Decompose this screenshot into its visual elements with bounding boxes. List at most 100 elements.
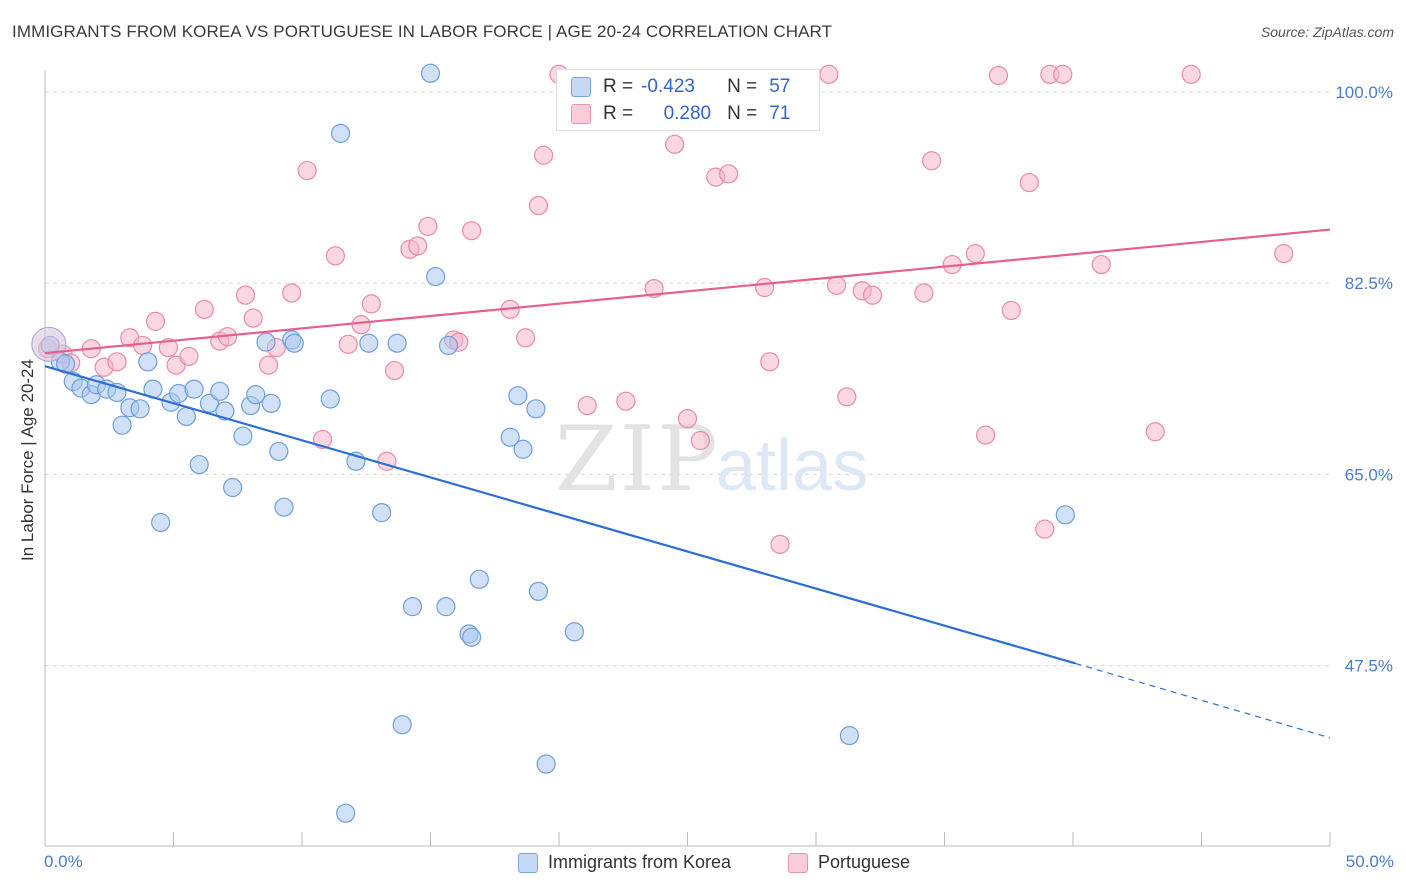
portuguese-point bbox=[145, 311, 166, 331]
korea-point bbox=[438, 335, 459, 356]
legend-portuguese-swatch bbox=[788, 852, 808, 873]
korea-point bbox=[320, 389, 340, 409]
y-tick-label: 82.5% bbox=[1345, 274, 1393, 293]
portuguese-r-label: R = bbox=[603, 103, 634, 124]
portuguese-point bbox=[914, 283, 934, 303]
korea-point bbox=[138, 352, 158, 372]
korea-trendline bbox=[44, 365, 1076, 665]
legend-korea-label: Immigrants from Korea bbox=[548, 852, 732, 872]
watermark-atlas: atlas bbox=[716, 426, 868, 506]
korea-point bbox=[839, 726, 860, 746]
korea-points bbox=[31, 63, 1075, 823]
legend-item-portuguese[interactable]: Portuguese bbox=[788, 852, 910, 873]
korea-trendline-extension bbox=[1075, 662, 1331, 739]
korea-point bbox=[223, 477, 243, 498]
source-label: Source: ZipAtlas.com bbox=[1260, 24, 1394, 40]
portuguese-point bbox=[158, 338, 178, 358]
korea-swatch bbox=[571, 77, 591, 97]
y-tick-label: 65.0% bbox=[1345, 465, 1393, 484]
portuguese-point bbox=[826, 275, 847, 295]
korea-point bbox=[508, 386, 528, 406]
portuguese-point bbox=[1091, 254, 1111, 275]
korea-point bbox=[269, 441, 289, 462]
portuguese-point bbox=[1035, 519, 1055, 539]
portuguese-point bbox=[325, 246, 346, 266]
korea-r-value: -0.423 bbox=[641, 76, 695, 97]
korea-point bbox=[420, 63, 441, 83]
korea-point bbox=[330, 123, 351, 143]
portuguese-point bbox=[179, 346, 199, 366]
series-legend: Immigrants from Korea Portuguese bbox=[0, 852, 1406, 878]
portuguese-point bbox=[976, 425, 996, 445]
korea-point bbox=[274, 497, 294, 517]
korea-point bbox=[536, 754, 556, 774]
korea-point-large bbox=[31, 326, 67, 362]
portuguese-r-value: 0.280 bbox=[663, 103, 712, 124]
korea-point bbox=[528, 581, 549, 601]
chart-title: IMMIGRANTS FROM KOREA VS PORTUGUESE IN L… bbox=[12, 22, 833, 41]
korea-point bbox=[215, 401, 235, 421]
korea-point bbox=[426, 266, 446, 287]
portuguese-point bbox=[616, 391, 636, 411]
portuguese-point bbox=[819, 64, 839, 84]
korea-point bbox=[233, 426, 253, 446]
axes bbox=[44, 70, 1331, 847]
stats-row-portuguese: R = 0.280 N = 71 bbox=[571, 101, 790, 127]
portuguese-point bbox=[194, 299, 214, 319]
korea-point bbox=[210, 381, 230, 401]
trendlines bbox=[44, 228, 1331, 739]
portuguese-point bbox=[235, 285, 256, 305]
portuguese-point bbox=[361, 294, 381, 314]
korea-point bbox=[112, 415, 132, 435]
portuguese-swatch bbox=[571, 104, 591, 124]
korea-point bbox=[500, 427, 520, 447]
korea-point bbox=[436, 597, 456, 617]
portuguese-point bbox=[1274, 244, 1294, 264]
portuguese-point bbox=[862, 285, 883, 305]
y-tick-label: 100.0% bbox=[1335, 83, 1393, 102]
portuguese-point bbox=[243, 308, 263, 328]
x-tick-max: 50.0% bbox=[1345, 852, 1394, 871]
korea-point bbox=[1055, 505, 1075, 525]
portuguese-point bbox=[418, 216, 438, 236]
portuguese-point bbox=[770, 534, 790, 554]
portuguese-point bbox=[965, 244, 985, 264]
portuguese-point bbox=[384, 360, 405, 381]
korea-point bbox=[261, 393, 281, 413]
portuguese-point bbox=[462, 221, 482, 241]
korea-point bbox=[151, 512, 171, 533]
korea-n-label: N = bbox=[727, 76, 758, 97]
portuguese-point bbox=[837, 387, 857, 407]
y-axis-label: In Labor Force | Age 20-24 bbox=[18, 359, 37, 561]
korea-point bbox=[246, 385, 266, 405]
portuguese-point bbox=[760, 352, 780, 372]
korea-point bbox=[359, 333, 379, 353]
portuguese-point bbox=[107, 352, 127, 372]
korea-point bbox=[387, 333, 407, 353]
korea-point bbox=[336, 803, 356, 823]
portuguese-point bbox=[133, 335, 153, 356]
portuguese-point bbox=[258, 355, 279, 375]
portuguese-point bbox=[408, 236, 428, 256]
korea-point bbox=[462, 627, 482, 647]
korea-point bbox=[372, 503, 392, 523]
portuguese-trendline bbox=[44, 228, 1331, 355]
korea-r-label: R = bbox=[603, 76, 634, 97]
watermark: ZIP atlas bbox=[555, 407, 868, 512]
stats-legend: R = -0.423 N = 57 R = 0.280 N = 71 bbox=[556, 69, 820, 131]
portuguese-point bbox=[754, 277, 775, 298]
korea-point bbox=[256, 332, 276, 352]
korea-point bbox=[189, 454, 209, 475]
portuguese-point bbox=[988, 65, 1009, 86]
korea-point bbox=[526, 399, 546, 419]
korea-point bbox=[130, 399, 150, 419]
legend-item-korea[interactable]: Immigrants from Korea bbox=[518, 852, 731, 873]
portuguese-point bbox=[922, 151, 942, 171]
portuguese-point bbox=[533, 145, 554, 165]
legend-korea-swatch bbox=[518, 852, 538, 873]
y-tick-labels: 47.5% 65.0% 82.5% 100.0% bbox=[1335, 83, 1393, 676]
x-tick-min: 0.0% bbox=[44, 852, 83, 871]
korea-point bbox=[184, 379, 204, 399]
portuguese-point bbox=[677, 409, 698, 429]
